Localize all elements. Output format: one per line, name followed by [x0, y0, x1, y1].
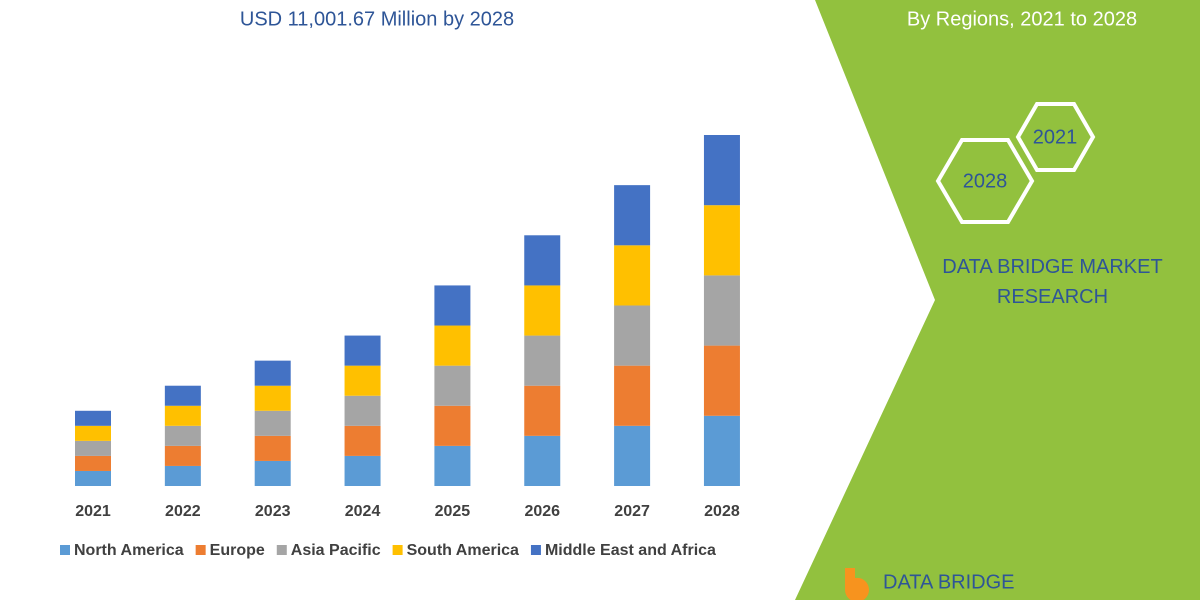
bar-segment — [164, 385, 201, 406]
legend-swatch — [276, 545, 287, 555]
x-tick-label: 2025 — [435, 503, 471, 520]
bar-segment — [524, 285, 561, 336]
logo-icon — [845, 568, 869, 600]
chart-title: USD 11,001.67 Million by 2028 — [240, 8, 514, 30]
bar-segment — [254, 435, 291, 461]
panel-subtitle: By Regions, 2021 to 2028 — [907, 8, 1137, 30]
legend-swatch — [530, 545, 541, 555]
bar-segment — [75, 440, 111, 456]
hexagon — [935, 138, 1035, 224]
bar-segment — [344, 425, 381, 456]
legend-swatch — [60, 545, 70, 555]
bar-segment — [434, 285, 471, 326]
legend-label: Asia Pacific — [291, 542, 381, 559]
hex-label: 2021 — [1033, 126, 1078, 148]
bar-segment — [524, 385, 561, 436]
bar-segment — [614, 425, 651, 486]
brand-box: DATA BRIDGE MARKET RESEARCH — [942, 256, 1163, 308]
x-tick-label: 2027 — [614, 503, 650, 520]
bar-segment — [434, 445, 471, 486]
bar-segment — [75, 455, 111, 471]
legend-label: Europe — [210, 542, 265, 559]
bar-segment — [703, 345, 740, 416]
bar-segment — [614, 305, 651, 366]
bar-segment — [254, 460, 291, 486]
bar-segment — [254, 385, 291, 411]
bar-segment — [344, 365, 381, 396]
bar-segment — [254, 360, 291, 386]
x-tick-label: 2021 — [75, 503, 111, 520]
x-tick-label: 2026 — [524, 503, 560, 520]
bar-segment — [524, 335, 561, 386]
bar-segment — [75, 410, 111, 426]
bar-segment — [164, 465, 201, 486]
legend-swatch — [392, 545, 403, 555]
legend-swatch — [195, 545, 206, 555]
logo-text: DATA BRIDGE — [883, 571, 1015, 593]
bar-segment — [75, 425, 111, 441]
bar-segment — [614, 365, 651, 426]
bar-segment — [434, 365, 471, 406]
green-panel — [795, 0, 1200, 600]
x-tick-label: 2028 — [704, 503, 740, 520]
hexagon — [1015, 102, 1096, 172]
bar-segment — [614, 245, 651, 306]
bar-segment — [254, 410, 291, 436]
bar-segment — [344, 395, 381, 426]
bar-segment — [524, 435, 561, 486]
bar-segment — [703, 135, 740, 206]
brand: DATA BRIDGE MARKET RESEARCH — [942, 256, 1163, 308]
bar-segment — [164, 425, 201, 446]
bar-segment — [703, 205, 740, 276]
bar-segment — [524, 235, 561, 286]
bar-segment — [164, 445, 201, 466]
bar-segment — [703, 415, 740, 486]
legend-label: Middle East and Africa — [545, 542, 716, 559]
bar-segment — [344, 455, 381, 486]
legend-label: North America — [74, 542, 184, 559]
x-tick-label: 2022 — [165, 503, 201, 520]
bar-segment — [434, 405, 471, 446]
legend-label: South America — [407, 542, 519, 559]
x-tick-label: 2023 — [255, 503, 291, 520]
bar-segment — [703, 275, 740, 346]
hex-label: 2028 — [963, 170, 1008, 192]
bar-segment — [614, 185, 651, 246]
bar-segment — [434, 325, 471, 366]
bar-segment — [75, 470, 111, 486]
bar-segment — [164, 405, 201, 426]
x-tick-label: 2024 — [345, 503, 381, 520]
bar-segment — [344, 335, 381, 366]
